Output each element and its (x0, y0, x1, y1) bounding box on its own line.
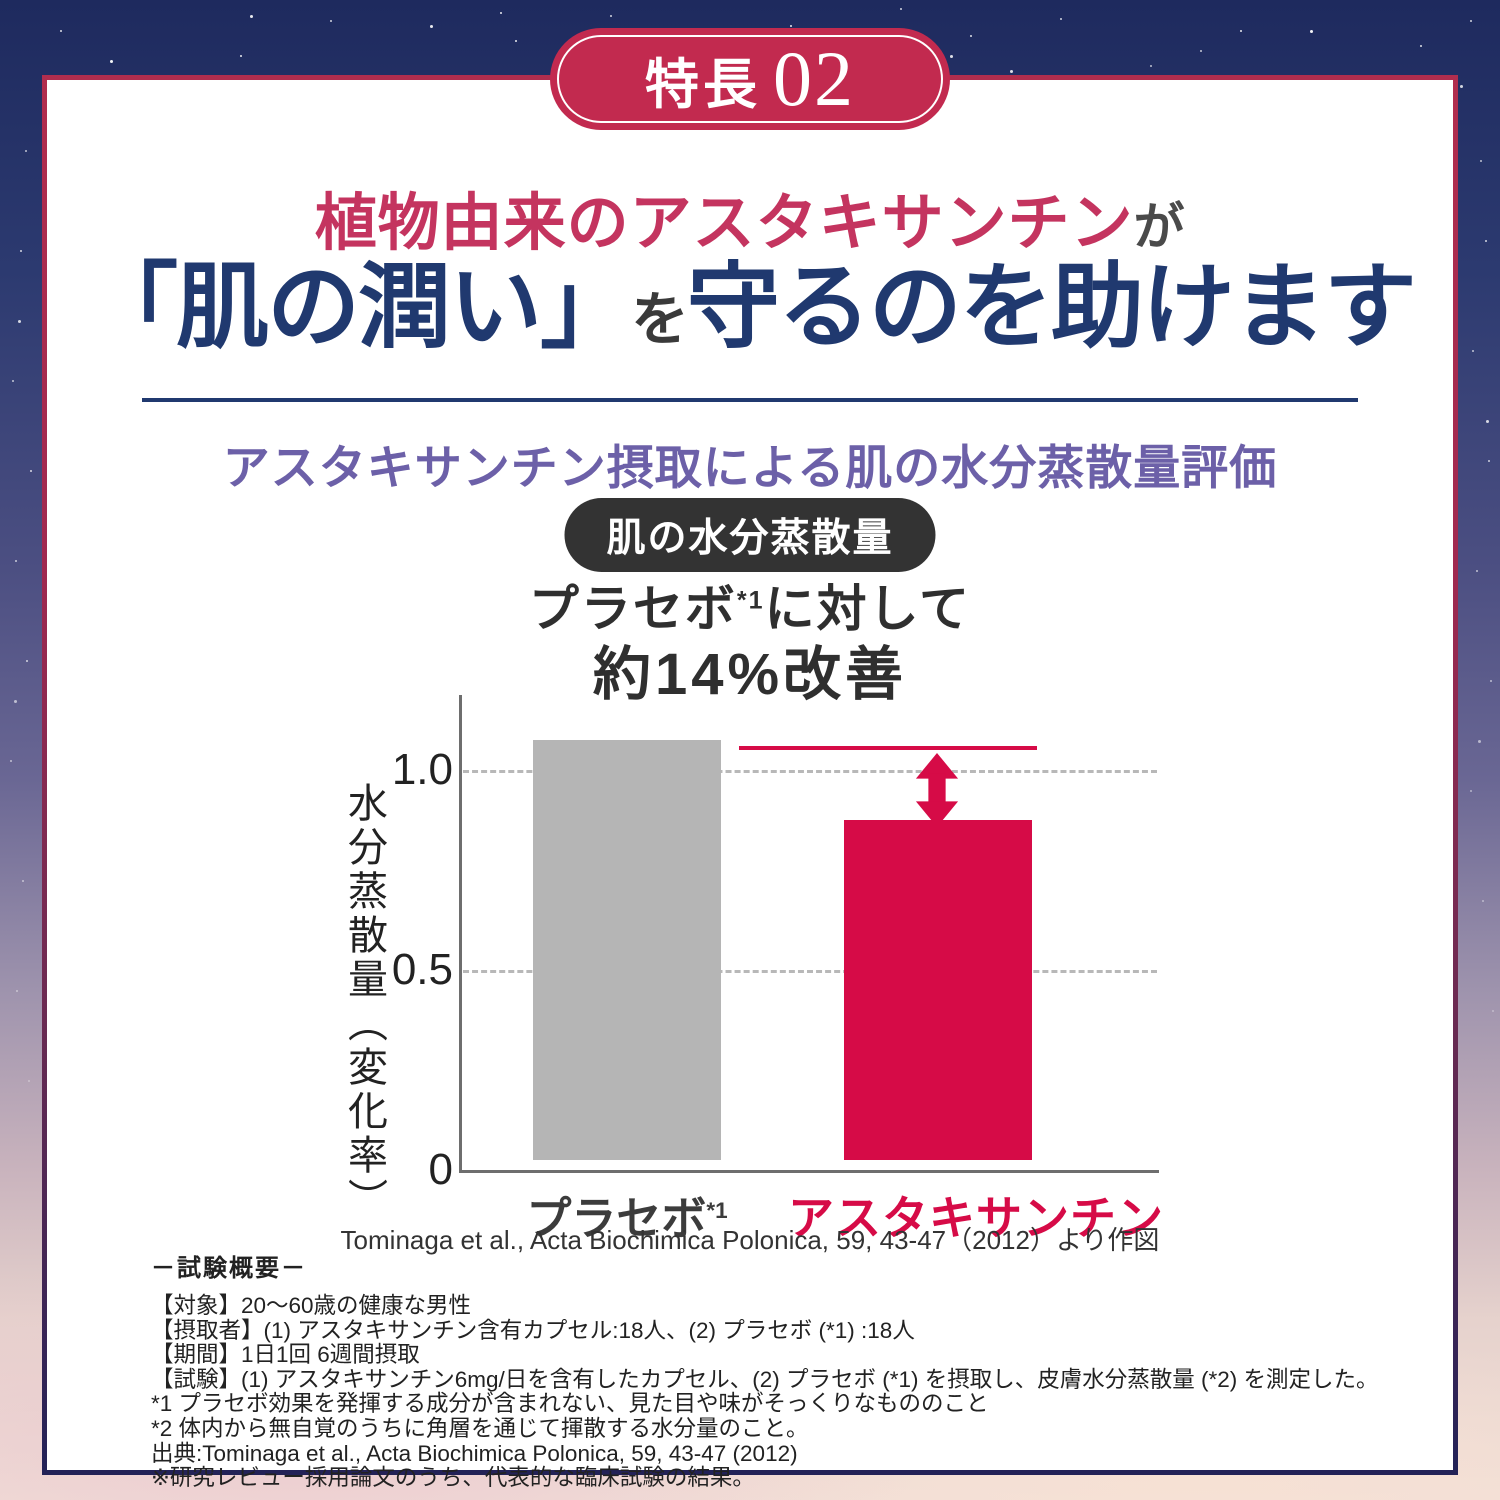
study-overview-title: －試験概要－ (151, 1255, 307, 1282)
main-headline-rest: 守るのを助けます (686, 255, 1417, 359)
placebo-reference-line (739, 746, 1037, 750)
study-overview-line: 【対象】20〜60歳の健康な男性 (151, 1293, 472, 1318)
study-overview-line: ※研究レビュー採用論文のうち、代表的な臨床試験の結果。 (151, 1465, 755, 1491)
stat-line1-rest: に対して (764, 581, 972, 637)
difference-arrow-icon (915, 753, 959, 827)
study-overview-line: *2 体内から無自覚のうちに角層を通じて揮散する水分量のこと。 (151, 1415, 809, 1441)
x-axis-line (459, 1170, 1159, 1173)
y-tick-1.0: 1.0 (391, 745, 453, 794)
stat-line-2: 約14%改善 (592, 642, 908, 707)
x-label-placebo-footnote-mark: *1 (706, 1198, 728, 1223)
section-title: アスタキサンチン摂取による肌の水分蒸散量評価 (222, 441, 1278, 494)
bar-astaxanthin (844, 820, 1032, 1160)
bar-placebo (533, 740, 721, 1160)
content-card: 植物由来のアスタキサンチンが 「肌の潤い」を守るのを助けます アスタキサンチン摂… (42, 75, 1458, 1490)
headline-underline (142, 398, 1358, 402)
main-headline-quoted: 「肌の潤い」 (85, 255, 633, 359)
star-field-large (0, 0, 3, 3)
study-overview-line: 【試験】(1) アスタキサンチン6mg/日を含有したカプセル、(2) プラセボ … (151, 1366, 1379, 1392)
stat-line1-footnote-mark: *1 (736, 586, 765, 615)
sub-headline-accent: 植物由来のアスタキサンチン (314, 189, 1134, 258)
gridline-0.5 (463, 970, 1157, 973)
feature-badge-prefix: 特長 (645, 54, 761, 115)
study-overview: －試験概要－ 【対象】20〜60歳の健康な男性 【摂取者】(1) アスタキサンチ… (151, 1248, 1393, 1491)
study-overview-line: 【摂取者】(1) アスタキサンチン含有カプセル:18人、(2) プラセボ (*1… (151, 1317, 915, 1343)
stat-line-1: プラセボ*1に対して (47, 569, 1453, 641)
stat-line1-text: プラセボ (528, 581, 737, 637)
main-headline-particle: を (631, 288, 689, 352)
study-overview-line: *1 プラセボ効果を発揮する成分が含まれない、見た目や味がそっくりなもののこと (151, 1391, 989, 1417)
sub-headline-suffix: が (1133, 198, 1186, 255)
y-axis-label: 水分蒸散量（変化率） (342, 782, 386, 1222)
gridline-1.0 (463, 770, 1157, 773)
feature-badge: 特長 02 (550, 28, 950, 130)
x-label-placebo: プラセボ*1 (477, 1182, 777, 1247)
chart-title-pill: 肌の水分蒸散量 (564, 498, 936, 572)
chart-source-citation: Tominaga et al., Acta Biochimica Polonic… (340, 1225, 1160, 1255)
study-overview-line: 出典:Tominaga et al., Acta Biochimica Polo… (151, 1440, 798, 1466)
x-label-placebo-text: プラセボ (526, 1193, 707, 1244)
y-axis-line (459, 695, 462, 1173)
main-headline: 「肌の潤い」を守るのを助けます (47, 256, 1453, 358)
study-overview-line: 【期間】1日1回 6週間摂取 (151, 1342, 420, 1368)
feature-badge-number: 02 (773, 35, 855, 122)
y-tick-0: 0 (428, 1145, 453, 1194)
sub-headline: 植物由来のアスタキサンチンが (47, 172, 1453, 262)
y-tick-0.5: 0.5 (391, 945, 453, 994)
